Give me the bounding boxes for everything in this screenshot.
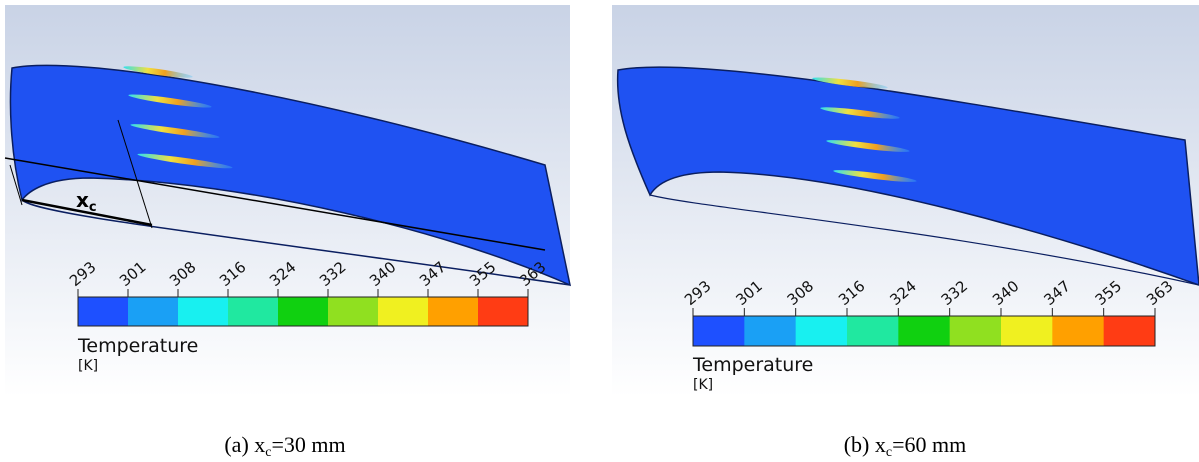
colorbar-frame <box>77 296 529 327</box>
legend-unit: [K] <box>693 377 713 393</box>
wing-b <box>616 66 1199 286</box>
colorbar-segment <box>898 316 951 346</box>
caption-prefix: (b) x <box>844 432 886 457</box>
colorbar-segment <box>428 297 479 326</box>
legend-title: Temperature <box>692 354 813 376</box>
caption-suffix: =30 mm <box>272 432 346 457</box>
legend-unit: [K] <box>78 358 98 374</box>
colorbar-segment <box>328 297 379 326</box>
colorbar-segment <box>1103 316 1156 346</box>
caption-prefix: (a) x <box>224 432 265 457</box>
colorbar-segment <box>949 316 1002 346</box>
legend-title: Temperature <box>77 335 198 357</box>
caption-sub: c <box>265 445 271 460</box>
colorbar-segment <box>1052 316 1105 346</box>
caption-suffix: =60 mm <box>892 432 966 457</box>
colorbar-segment <box>795 316 848 346</box>
colorbar-segment <box>478 297 529 326</box>
colorbar-segment <box>278 297 329 326</box>
colorbar-segment <box>847 316 899 346</box>
colorbar-frame <box>692 315 1156 347</box>
xc-label: xc <box>76 188 97 215</box>
colorbar-segment <box>693 316 745 346</box>
colorbar-segment <box>228 297 279 326</box>
caption: (b) xc=60 mm <box>844 432 967 460</box>
colorbar-segment <box>178 297 229 326</box>
wing-a: xc <box>4 64 572 287</box>
colorbar-segment <box>744 316 797 346</box>
caption-sub: c <box>886 445 892 460</box>
colorbar-segment <box>78 297 129 326</box>
colorbar-segment <box>128 297 179 326</box>
colorbar-segment <box>1001 316 1053 346</box>
colorbar-segment <box>378 297 429 326</box>
caption: (a) xc=30 mm <box>224 432 345 460</box>
